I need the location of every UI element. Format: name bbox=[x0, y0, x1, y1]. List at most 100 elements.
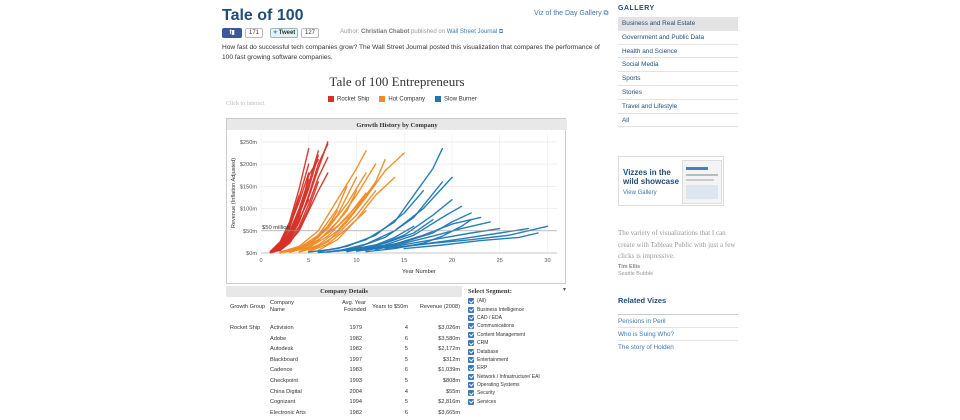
viz-of-the-day-gallery-link[interactable]: Viz of the Day Gallery ⧉ bbox=[534, 10, 609, 18]
caret-down-icon[interactable]: ▾ bbox=[562, 287, 566, 293]
checkbox-checked-icon[interactable] bbox=[468, 314, 474, 321]
table-row[interactable]: Cognizant 1994 5 $2,816m bbox=[226, 397, 462, 408]
checkbox-checked-icon[interactable] bbox=[468, 298, 474, 305]
x-tick-label: 15 bbox=[401, 258, 407, 264]
gallery-category-item[interactable]: Business and Real Estate bbox=[618, 17, 738, 31]
col-company-name[interactable]: Company Name bbox=[270, 300, 294, 313]
table-row[interactable]: Checkpoint 1993 5 $808m bbox=[226, 376, 462, 387]
table-row[interactable]: Rocket Ship Activision 1979 4 $3,026m bbox=[226, 323, 462, 334]
col-growth-group[interactable]: Growth Group bbox=[230, 304, 266, 310]
facebook-like-button[interactable]: f ▮ bbox=[222, 27, 242, 38]
checkbox-checked-icon[interactable] bbox=[468, 365, 474, 372]
segment-option[interactable]: Network / Infrastructure/ EAI bbox=[468, 373, 568, 381]
table-row[interactable]: Electronic Arts 1982 6 $3,665m bbox=[226, 408, 462, 419]
col-years-to-50m[interactable]: Years to $50m bbox=[372, 304, 408, 310]
legend-swatch bbox=[379, 96, 386, 102]
segment-option[interactable]: CRM bbox=[468, 339, 568, 347]
growth-history-chart[interactable]: Growth History by Company $0m $50m $100m $15… bbox=[226, 118, 567, 285]
checkbox-checked-icon[interactable] bbox=[468, 373, 474, 380]
showcase-thumbnail bbox=[682, 160, 722, 204]
y-tick-label: $200m bbox=[240, 162, 257, 168]
checkbox-checked-icon[interactable] bbox=[468, 398, 474, 405]
segment-option[interactable]: ERP bbox=[468, 364, 568, 372]
segment-option[interactable]: Services bbox=[468, 398, 568, 406]
series-line-hot-company[interactable] bbox=[308, 210, 367, 253]
chart-title-band bbox=[227, 119, 567, 130]
checkbox-checked-icon[interactable] bbox=[468, 390, 474, 397]
gallery-category-item[interactable]: Sports bbox=[618, 72, 738, 86]
related-viz-link[interactable]: The story of Holden bbox=[618, 340, 738, 353]
gallery-category-item[interactable]: Travel and Lifestyle bbox=[618, 100, 738, 114]
checkbox-checked-icon[interactable] bbox=[468, 382, 474, 389]
page-title: Tale of 100 bbox=[222, 7, 304, 24]
series-line-slow-burner[interactable] bbox=[317, 190, 424, 253]
twitter-bird-icon: ✦ bbox=[272, 30, 278, 36]
series-line-hot-company[interactable] bbox=[298, 159, 386, 253]
table-row[interactable]: Adobe 1982 6 $3,580m bbox=[226, 334, 462, 345]
segment-option[interactable]: Database bbox=[468, 347, 568, 355]
cell-name: Blackboard bbox=[270, 356, 298, 363]
series-line-slow-burner[interactable] bbox=[403, 232, 539, 250]
legend-rocket-ship[interactable]: Rocket Ship bbox=[328, 96, 369, 103]
related-viz-link[interactable]: Pensions in Peril bbox=[618, 314, 738, 327]
cell-revenue: $2,172m bbox=[438, 346, 460, 353]
legend-label: Rocket Ship bbox=[337, 96, 370, 103]
table-row[interactable]: Blackboard 1997 5 $312m bbox=[226, 355, 462, 366]
gallery-category-item[interactable]: Stories bbox=[618, 86, 738, 100]
checkbox-checked-icon[interactable] bbox=[468, 348, 474, 355]
gallery-category-item[interactable]: All bbox=[618, 114, 738, 128]
series-line-slow-burner[interactable] bbox=[355, 205, 463, 252]
checkbox-checked-icon[interactable] bbox=[468, 306, 474, 313]
related-viz-link[interactable]: Who is Suing Who? bbox=[618, 327, 738, 340]
series-line-slow-burner[interactable] bbox=[346, 212, 472, 252]
table-row[interactable]: Cadence 1983 6 $1,039m bbox=[226, 365, 462, 376]
segment-option-label: Communications bbox=[477, 323, 515, 330]
segment-option[interactable]: Entertainment bbox=[468, 356, 568, 364]
table-row[interactable]: China Digital 2004 4 $55m bbox=[226, 387, 462, 398]
series-line-hot-company[interactable] bbox=[279, 150, 367, 253]
gallery-category-item[interactable]: Social Media bbox=[618, 58, 738, 73]
series-line-slow-burner[interactable] bbox=[365, 219, 472, 253]
segment-option[interactable]: (All) bbox=[468, 297, 568, 305]
cell-revenue: $3,026m bbox=[438, 325, 460, 331]
segment-option[interactable]: CAD / EDA bbox=[468, 314, 568, 322]
checkbox-checked-icon[interactable] bbox=[468, 331, 474, 338]
col-avg-year-founded[interactable]: Avg. Year Founded bbox=[342, 300, 366, 313]
checkbox-checked-icon[interactable] bbox=[468, 356, 474, 363]
legend-slow-burner[interactable]: Slow Burner bbox=[435, 96, 477, 103]
cell-revenue: $55m bbox=[446, 388, 460, 395]
segment-option[interactable]: Communications bbox=[468, 322, 568, 330]
chart-svg[interactable]: Growth History by Company $0m $50m $100m $15… bbox=[227, 119, 567, 285]
series-line-rocket-ship[interactable] bbox=[269, 194, 300, 253]
series-line-hot-company[interactable] bbox=[288, 192, 367, 253]
tweet-button[interactable]: ✦ Tweet bbox=[270, 27, 298, 38]
series-line-hot-company[interactable] bbox=[279, 183, 377, 254]
checkbox-checked-icon[interactable] bbox=[468, 340, 474, 347]
series-line-hot-company[interactable] bbox=[288, 210, 339, 252]
series-line-hot-company[interactable] bbox=[308, 152, 405, 252]
legend-hot-company[interactable]: Hot Company bbox=[379, 96, 425, 103]
source-link[interactable]: Wall Street Journal bbox=[446, 29, 498, 35]
series-line-rocket-ship[interactable] bbox=[269, 179, 310, 253]
x-tick-label: 0 bbox=[259, 258, 262, 264]
gallery-category-item[interactable]: Government and Public Data bbox=[618, 31, 738, 45]
table-row[interactable]: Autodesk 1982 5 $2,172m bbox=[226, 344, 462, 355]
col-revenue-2008[interactable]: Revenue (2008) bbox=[419, 304, 460, 310]
view-gallery-link[interactable]: View Gallery bbox=[623, 190, 657, 196]
segment-option[interactable]: Business Intelligence bbox=[468, 305, 568, 313]
showcase-banner[interactable]: Vizzes in the wild showcase View Gallery bbox=[618, 156, 724, 206]
cell-years: 4 bbox=[404, 388, 408, 395]
segment-option[interactable]: Content Management bbox=[468, 331, 568, 339]
legend-swatch bbox=[435, 96, 442, 102]
checkbox-checked-icon[interactable] bbox=[468, 323, 474, 330]
series-line-hot-company[interactable] bbox=[298, 190, 377, 253]
gallery-category-item[interactable]: Health and Science bbox=[618, 45, 738, 59]
series-line-slow-burner[interactable] bbox=[317, 225, 415, 254]
external-link-icon: ⧉ bbox=[498, 29, 504, 35]
series-line-slow-burner[interactable] bbox=[374, 221, 491, 251]
segment-option[interactable]: Security bbox=[468, 389, 568, 397]
cell-revenue: $312m bbox=[442, 356, 460, 363]
segment-option[interactable]: Operating Systems bbox=[468, 381, 568, 389]
series-line-slow-burner[interactable] bbox=[394, 225, 549, 249]
series-line-rocket-ship[interactable] bbox=[269, 141, 329, 254]
